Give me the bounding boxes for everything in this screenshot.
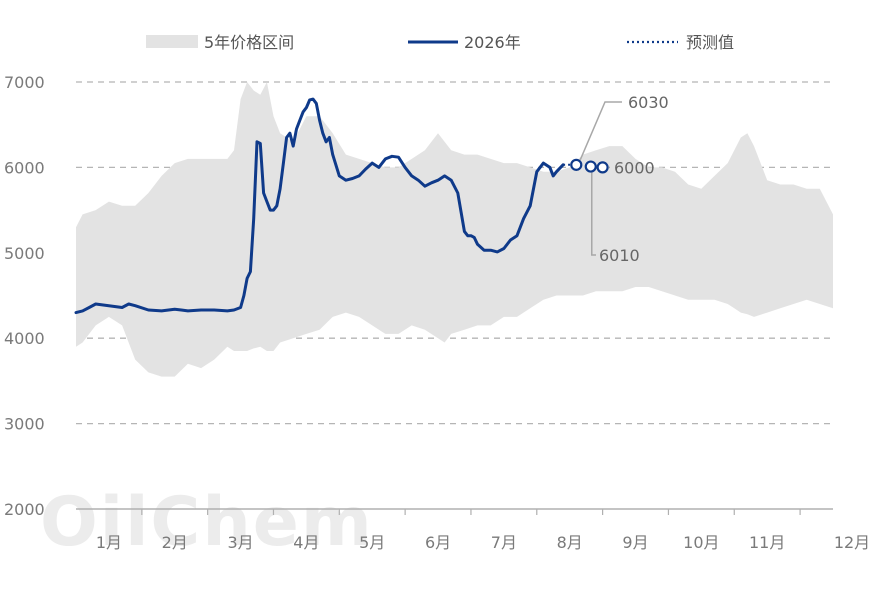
range-band-area <box>76 82 833 377</box>
x-tick-label: 12月 <box>834 533 870 552</box>
legend-label-forecast: 预测值 <box>686 33 734 52</box>
callout-layer: 6030 6000 6010 <box>579 93 669 265</box>
legend-band-swatch <box>146 35 198 48</box>
x-tick-label: 8月 <box>557 533 583 552</box>
watermark-text: OilChem <box>40 483 374 562</box>
y-tick-label: 7000 <box>4 73 45 92</box>
x-tick-label: 9月 <box>622 533 648 552</box>
x-tick-label: 5月 <box>359 533 385 552</box>
series-2026-line <box>74 97 565 315</box>
callout-leader-6010 <box>591 172 596 256</box>
y-tick-label: 3000 <box>4 415 45 434</box>
y-tick-label: 4000 <box>4 329 45 348</box>
series-line-layer <box>74 97 609 315</box>
forecast-point <box>596 161 609 174</box>
legend-label-range: 5年价格区间 <box>204 33 294 52</box>
x-tick-label: 3月 <box>227 533 253 552</box>
y-tick-label: 2000 <box>4 500 45 519</box>
callout-leader-6030 <box>579 101 622 161</box>
x-tick-label: 2月 <box>162 533 188 552</box>
x-tick-label: 7月 <box>491 533 517 552</box>
axis-layer: 2000 3000 4000 5000 6000 7000 1月 2月 3月 4月 5月 6月 7月 8月… <box>4 73 870 552</box>
callout-label-6030: 6030 <box>628 93 669 112</box>
legend-label-2026: 2026年 <box>464 33 521 52</box>
y-tick-label: 6000 <box>4 158 45 177</box>
range-band-layer <box>76 82 833 377</box>
forecast-point <box>570 158 583 171</box>
x-tick-label: 1月 <box>96 533 122 552</box>
x-tick-label: 6月 <box>425 533 451 552</box>
y-tick-label: 5000 <box>4 244 45 263</box>
forecast-point <box>584 160 597 173</box>
callout-label-6010: 6010 <box>599 246 640 265</box>
x-tick-label: 11月 <box>749 533 785 552</box>
x-tick-label: 4月 <box>293 533 319 552</box>
callout-label-6000: 6000 <box>614 158 655 177</box>
legend[interactable]: 5年价格区间 2026年 预测值 <box>146 33 734 52</box>
x-tick-label: 10月 <box>683 533 719 552</box>
